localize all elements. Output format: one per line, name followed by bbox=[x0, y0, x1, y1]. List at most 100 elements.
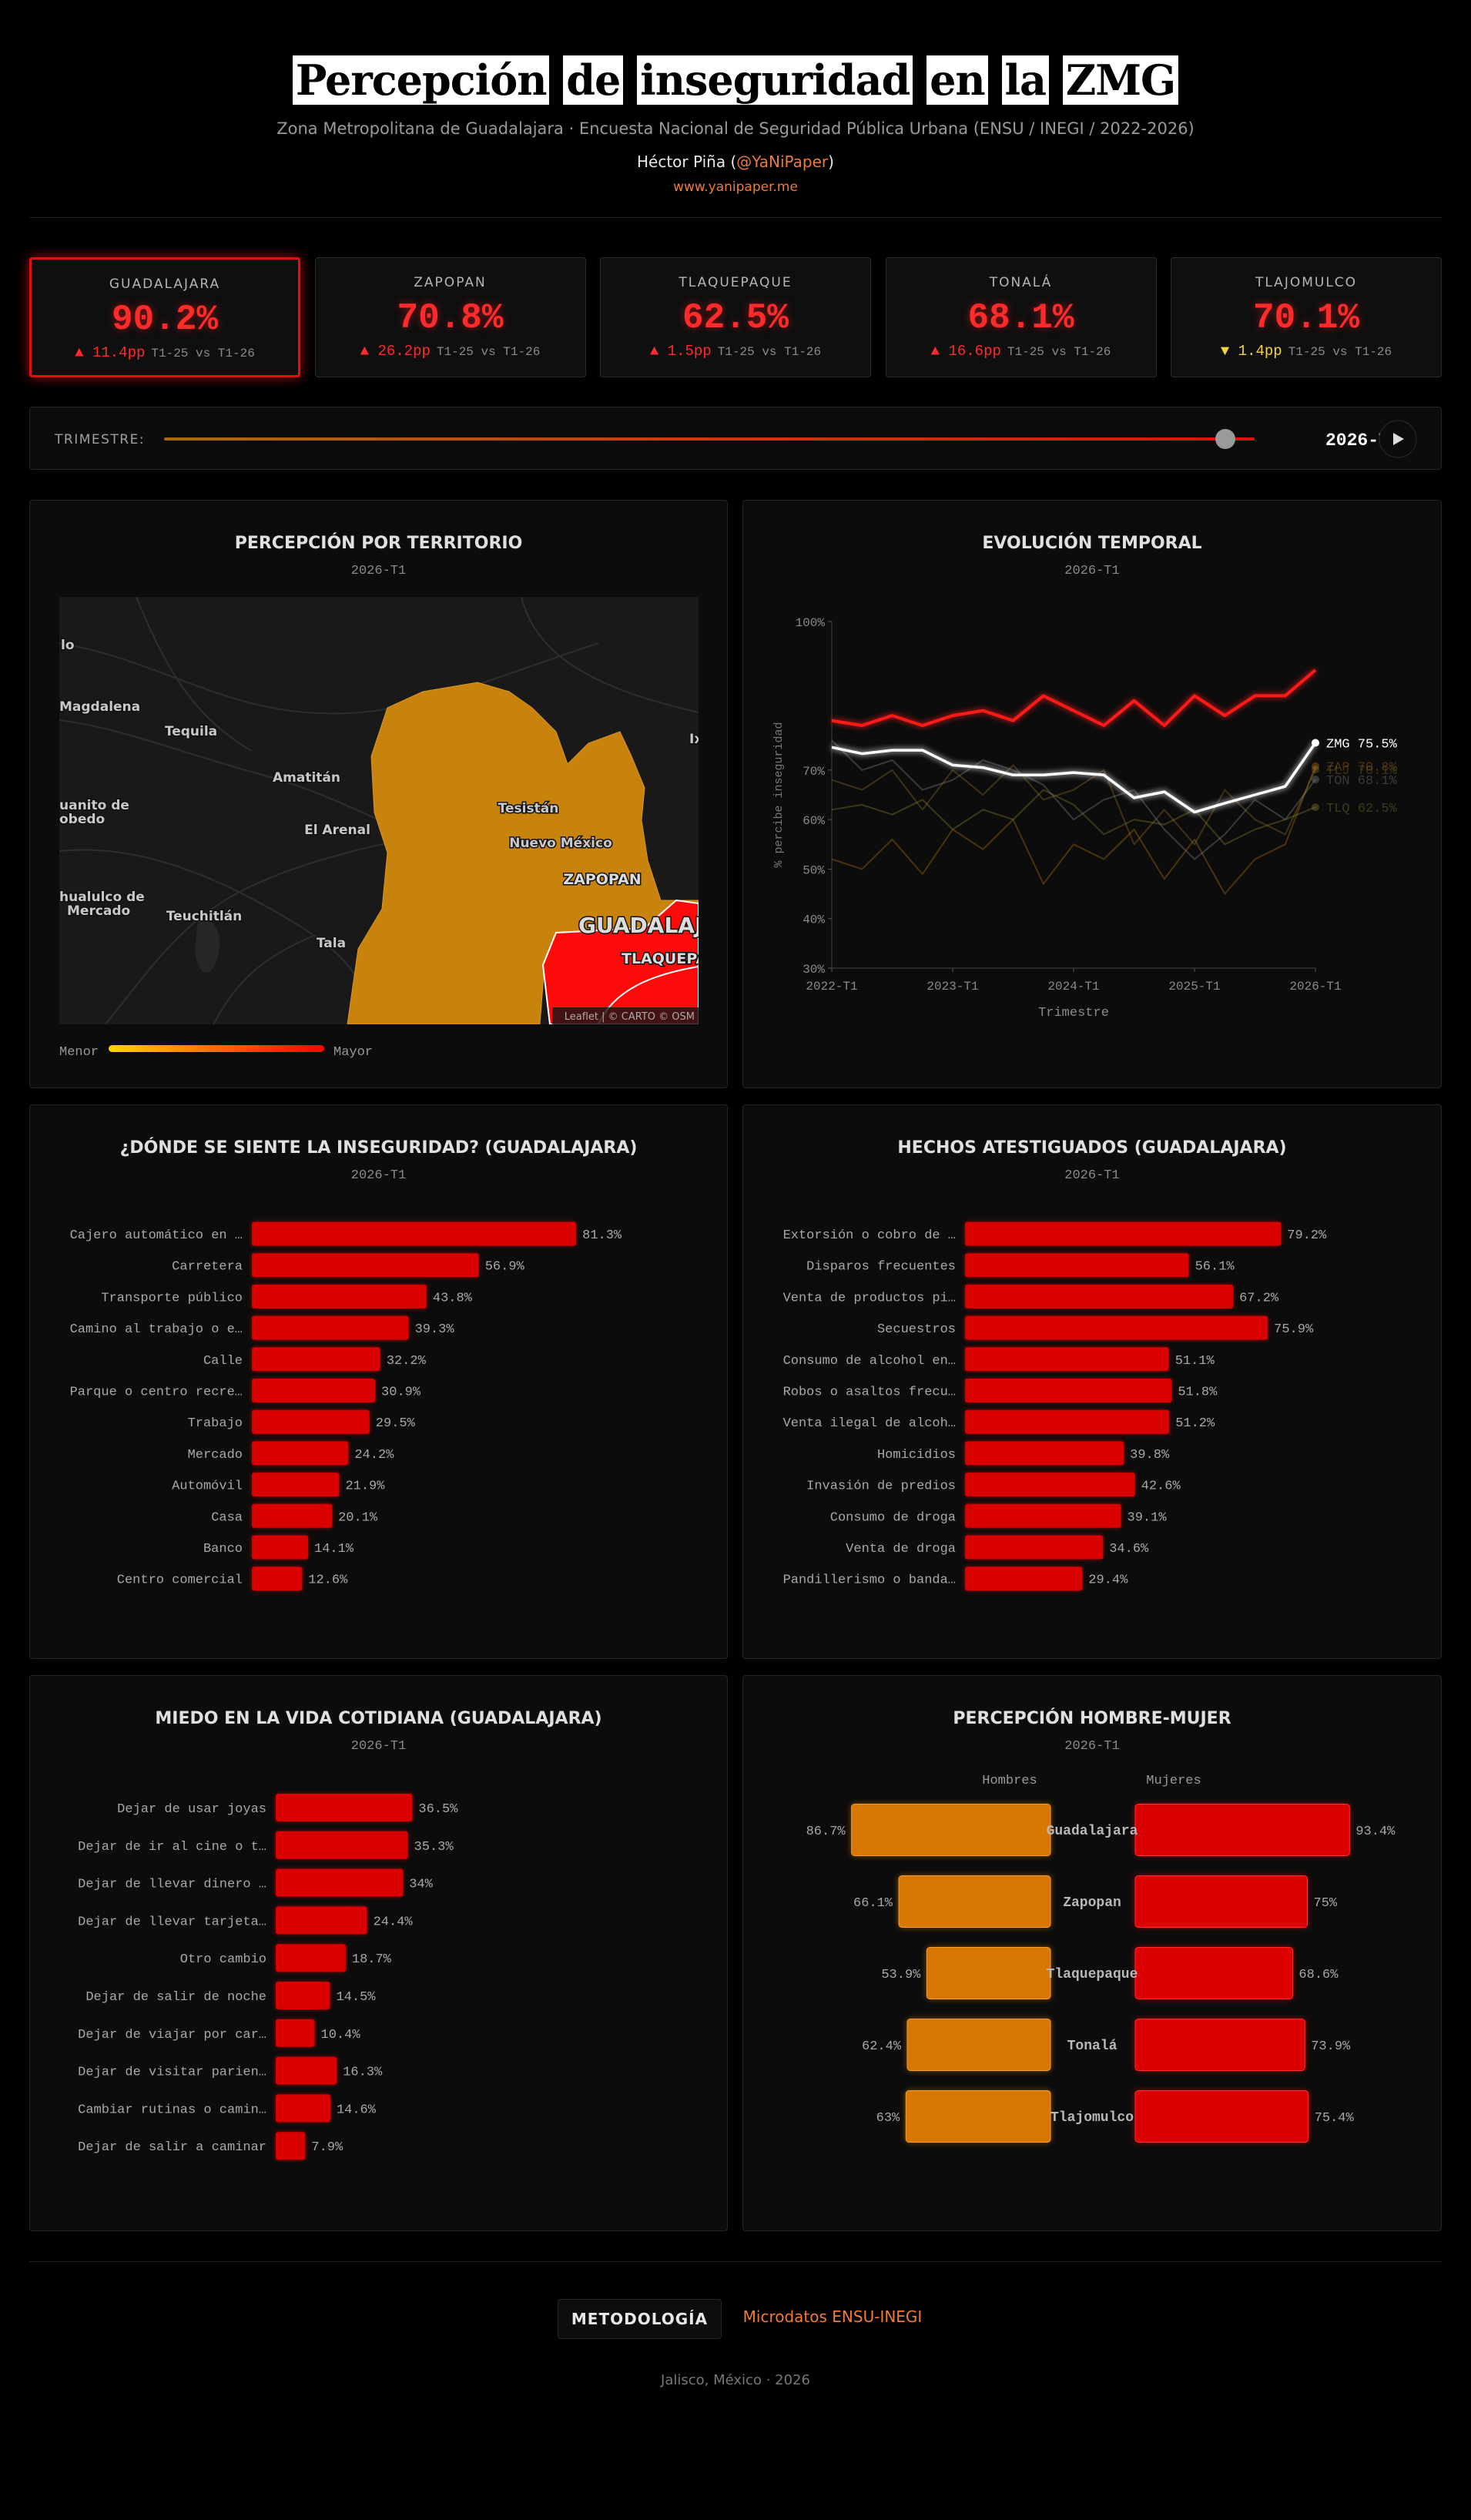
kpi-delta: ▲ 1.5pp bbox=[649, 343, 712, 360]
series-end-dot bbox=[1312, 803, 1319, 812]
bar bbox=[252, 1567, 303, 1591]
value-label: 68.6% bbox=[1298, 1968, 1339, 1982]
bar bbox=[965, 1347, 1169, 1372]
map-road bbox=[213, 935, 314, 1024]
bar-panel: MIEDO EN LA VIDA COTIDIANA (GUADALAJARA)… bbox=[29, 1675, 728, 2231]
kpi-name: ZAPOPAN bbox=[414, 275, 487, 290]
bar bbox=[965, 1379, 1172, 1402]
bar bbox=[252, 1347, 380, 1372]
panel-subtitle: 2026-T1 bbox=[351, 564, 406, 578]
bar-chart: MIEDO EN LA VIDA COTIDIANA (GUADALAJARA)… bbox=[78, 1709, 602, 2160]
slider-knob[interactable] bbox=[1215, 429, 1235, 449]
kpi-period: T1-25 vs T1-26 bbox=[1288, 345, 1392, 359]
category-label: Consumo de alcohol en… bbox=[783, 1354, 956, 1369]
map-road bbox=[521, 597, 699, 713]
category-label: Secuestros bbox=[877, 1322, 956, 1337]
value-label: 39.3% bbox=[415, 1322, 455, 1337]
category-label: Cajero automático en … bbox=[70, 1228, 243, 1243]
bar bbox=[1134, 1947, 1293, 1999]
map-label: Magdalena bbox=[59, 699, 140, 715]
legend-high: Mayor bbox=[333, 1045, 373, 1060]
category-label: Dejar de usar joyas bbox=[117, 1802, 266, 1817]
bar bbox=[276, 1982, 330, 2009]
bar-panel: ¿DÓNDE SE SIENTE LA INSEGURIDAD? (GUADAL… bbox=[29, 1104, 728, 1659]
bar bbox=[965, 1315, 1268, 1340]
value-label: 10.4% bbox=[321, 2028, 361, 2042]
value-label: 67.2% bbox=[1239, 1291, 1279, 1305]
category-label: Homicidios bbox=[877, 1448, 956, 1463]
kpi-value: 90.2% bbox=[111, 300, 219, 340]
kpi-card[interactable]: TLAJOMULCO 70.1% ▼ 1.4pp T1-25 vs T1-26 bbox=[1171, 257, 1442, 377]
value-label: 24.2% bbox=[354, 1448, 394, 1463]
bar bbox=[851, 1804, 1051, 1856]
category-label: Parque o centro recre… bbox=[70, 1386, 243, 1400]
map-label: Nuevo México bbox=[509, 836, 612, 851]
map-label: TLAQUEPAQUE bbox=[622, 950, 727, 967]
play-icon[interactable] bbox=[1393, 433, 1404, 445]
category-label: Extorsión o cobro de … bbox=[783, 1228, 956, 1243]
value-label: 29.4% bbox=[1088, 1573, 1128, 1588]
legend-entry: Hombres bbox=[982, 1774, 1037, 1788]
author: Héctor Piña (@YaNiPaper) bbox=[0, 152, 1471, 171]
value-label: 30.9% bbox=[381, 1386, 421, 1400]
region-guadalajara[interactable] bbox=[541, 899, 699, 1024]
region-zapopan[interactable] bbox=[347, 682, 699, 1024]
kpi-card[interactable]: TLAQUEPAQUE 62.5% ▲ 1.5pp T1-25 vs T1-26 bbox=[600, 257, 871, 377]
bar bbox=[252, 1409, 370, 1434]
bar-chart: HECHOS ATESTIGUADOS (GUADALAJARA) 2026-T1… bbox=[783, 1138, 1327, 1591]
bar bbox=[252, 1221, 577, 1246]
map-road bbox=[59, 642, 599, 715]
value-label: 21.9% bbox=[345, 1479, 385, 1494]
map-label: El Arenal bbox=[304, 823, 370, 838]
panel-title: PERCEPCIÓN HOMBRE-MUJER bbox=[953, 1708, 1231, 1728]
butterfly-chart: PERCEPCIÓN HOMBRE-MUJER 2026-T1 Hombres Muj… bbox=[806, 1708, 1396, 2143]
kpi-card[interactable]: ZAPOPAN 70.8% ▲ 26.2pp T1-25 vs T1-26 bbox=[314, 257, 586, 377]
legend-low: Menor bbox=[59, 1045, 99, 1060]
category-label: Camino al trabajo o e… bbox=[70, 1322, 243, 1337]
map[interactable]: lo Magdalena Tequila Amatitán El Arenal Tesis… bbox=[59, 597, 727, 1024]
map-label: lo bbox=[61, 638, 75, 653]
website-link[interactable]: www.yanipaper.me bbox=[673, 179, 798, 195]
kpi-name: GUADALAJARA bbox=[109, 276, 221, 292]
value-label: 24.4% bbox=[374, 1915, 414, 1929]
value-label: 51.2% bbox=[1175, 1416, 1215, 1431]
value-label: 51.8% bbox=[1178, 1386, 1218, 1400]
category-label: Dejar de visitar parien… bbox=[78, 2066, 266, 2080]
value-label: 34.6% bbox=[1109, 1542, 1149, 1557]
series-line bbox=[831, 739, 1316, 860]
data-link[interactable]: Microdatos ENSU-INEGI bbox=[742, 2307, 923, 2326]
methodology-button[interactable]: METODOLOGÍA bbox=[558, 2299, 722, 2339]
author-handle[interactable]: @YaNiPaper bbox=[736, 152, 829, 171]
attribution: Leaflet | © CARTO © OSM bbox=[565, 1011, 695, 1023]
bar bbox=[965, 1535, 1104, 1560]
bar bbox=[965, 1473, 1135, 1497]
slider: TRIMESTRE: 2026-T1 bbox=[54, 420, 1417, 458]
map-panel: PERCEPCIÓN POR TERRITORIO 2026-T1 lo Magdal… bbox=[29, 500, 728, 1088]
kpi-delta-row: ▲ 26.2pp T1-25 vs T1-26 bbox=[316, 343, 585, 360]
bar bbox=[252, 1315, 409, 1340]
kpi-period: T1-25 vs T1-26 bbox=[1007, 345, 1111, 359]
kpi-value: 68.1% bbox=[967, 298, 1074, 338]
kpi-period: T1-25 vs T1-26 bbox=[436, 345, 541, 359]
category-label: Venta de droga bbox=[846, 1542, 956, 1557]
value-label: 20.1% bbox=[338, 1510, 378, 1525]
value-label: 18.7% bbox=[352, 1952, 392, 1967]
category-label: Carretera bbox=[172, 1260, 243, 1275]
bar bbox=[926, 1947, 1051, 1999]
author-close: ) bbox=[828, 152, 834, 171]
kpi-delta-row: ▲ 16.6pp T1-25 vs T1-26 bbox=[886, 343, 1156, 360]
slider-track[interactable] bbox=[164, 437, 1255, 441]
value-label: 73.9% bbox=[1311, 2039, 1351, 2054]
series-line bbox=[831, 669, 1317, 727]
kpi-name: TONALÁ bbox=[989, 275, 1053, 290]
bar-panel: HECHOS ATESTIGUADOS (GUADALAJARA) 2026-T1… bbox=[742, 1104, 1442, 1659]
kpi-card[interactable]: TONALÁ 68.1% ▲ 16.6pp T1-25 vs T1-26 bbox=[885, 257, 1157, 377]
play-button[interactable] bbox=[1379, 420, 1417, 458]
value-label: 75.9% bbox=[1274, 1322, 1314, 1337]
value-label: 32.2% bbox=[387, 1354, 427, 1369]
value-label: 51.1% bbox=[1175, 1354, 1215, 1369]
category-label: Calle bbox=[203, 1354, 243, 1369]
bar bbox=[965, 1284, 1234, 1309]
y-axis-label: % percibe inseguridad bbox=[772, 722, 786, 867]
kpi-card[interactable]: GUADALAJARA 90.2% ▲ 11.4pp T1-25 vs T1-26 bbox=[29, 257, 300, 377]
